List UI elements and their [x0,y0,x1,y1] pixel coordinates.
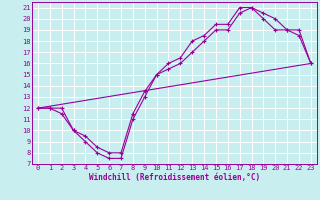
X-axis label: Windchill (Refroidissement éolien,°C): Windchill (Refroidissement éolien,°C) [89,173,260,182]
